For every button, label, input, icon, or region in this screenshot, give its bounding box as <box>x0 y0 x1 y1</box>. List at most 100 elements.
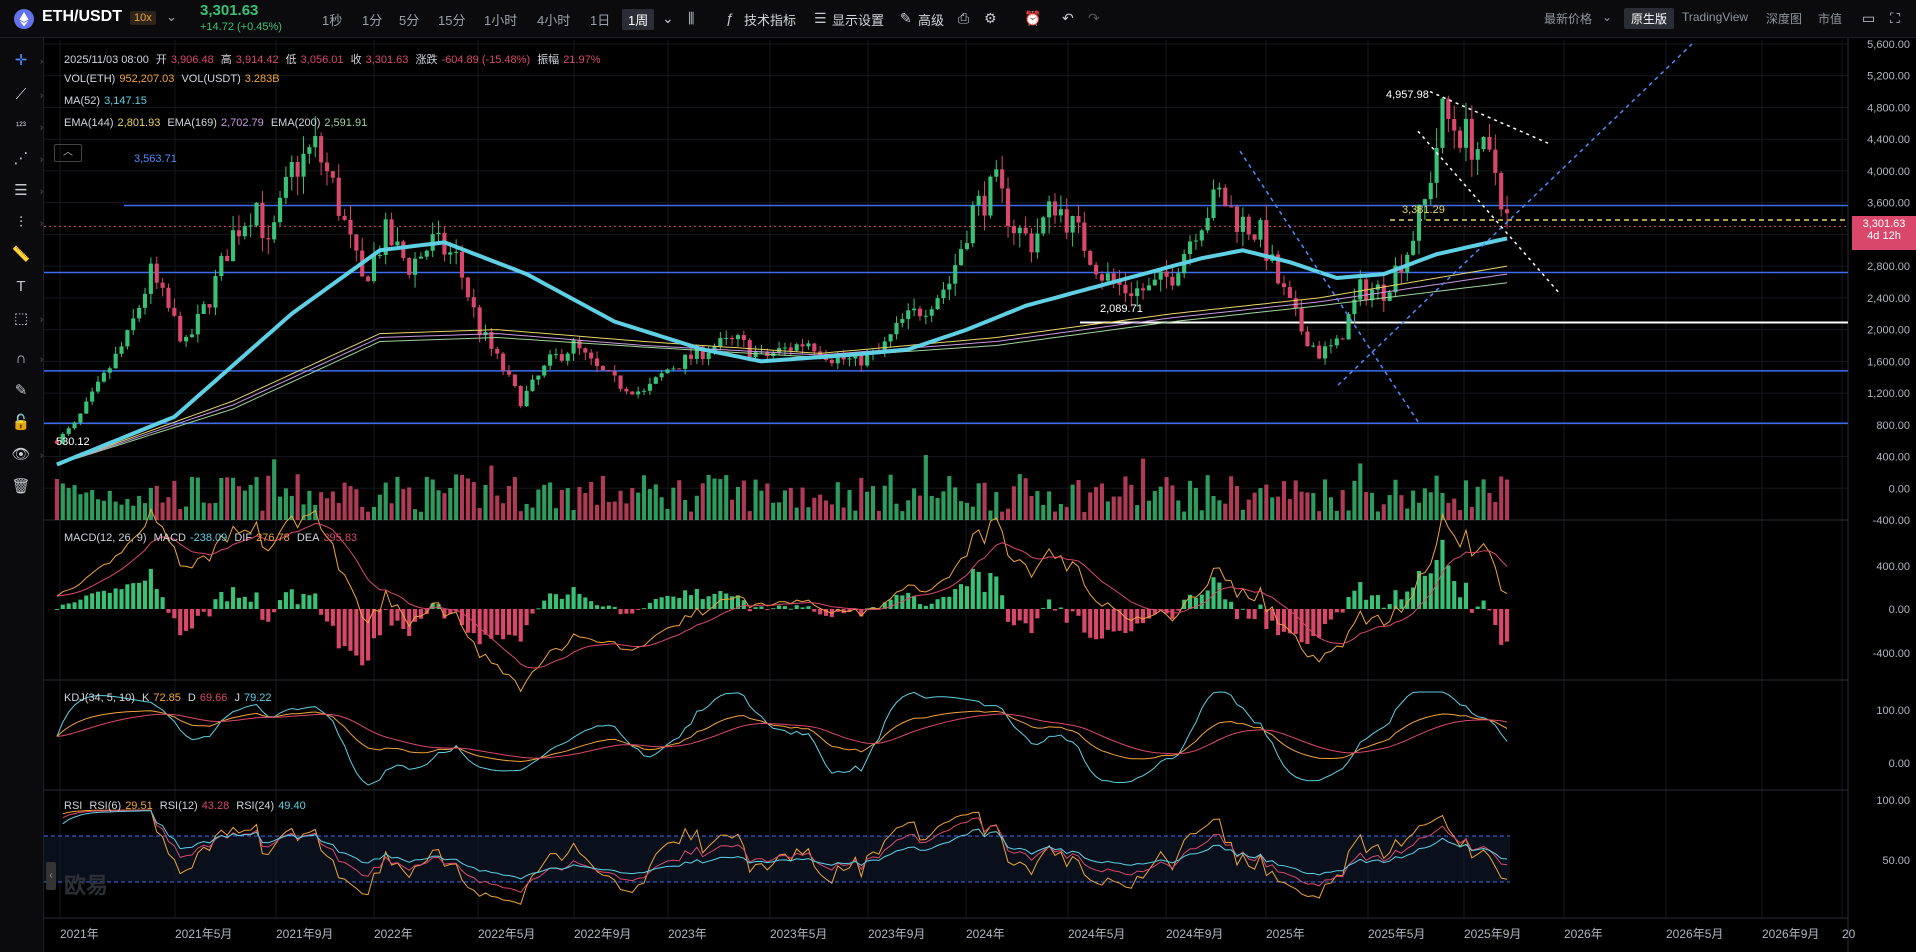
candle-body <box>1475 149 1480 160</box>
view-marketcap-tab[interactable]: 市值 <box>1818 12 1843 26</box>
candle-body <box>512 374 517 386</box>
macd-histogram-bar <box>1058 607 1063 609</box>
ruler-icon[interactable]: 📏 <box>11 246 31 263</box>
redo-icon[interactable]: ↷ <box>1088 10 1100 26</box>
candle-body <box>348 219 353 235</box>
screenshot-icon[interactable]: ⎙ <box>958 10 970 26</box>
candle-style-icon[interactable]: ⫼ <box>688 10 695 26</box>
fibonacci-icon[interactable]: ☰ › <box>14 182 43 199</box>
volume-bar <box>612 501 617 520</box>
candle-body <box>101 372 106 382</box>
macd-histogram-bar <box>1000 595 1005 609</box>
macd-legend[interactable]: MACD(12, 26, 9) MACD -238.09 DIF 276.78 DE… <box>64 532 361 544</box>
undo-icon[interactable]: ↶ <box>1062 10 1074 26</box>
visibility-eye-icon[interactable]: 👁 › <box>11 446 43 463</box>
lock-icon[interactable]: 🔓 <box>11 414 31 431</box>
interval-1w[interactable]: 1周 <box>622 9 655 30</box>
volume-legend[interactable]: VOL(ETH) 952,207.03 VOL(USDT) 3.283B <box>64 73 284 85</box>
interval-1d[interactable]: 1日 <box>590 13 611 28</box>
interval-1s[interactable]: 1秒 <box>322 13 343 28</box>
candle-body <box>524 390 529 407</box>
candle-body <box>1258 220 1263 240</box>
crosshair-icon[interactable]: ✛ › <box>14 52 43 69</box>
delete-trash-icon[interactable]: 🗑 <box>11 478 31 495</box>
macd-histogram-bar <box>1458 597 1463 609</box>
macd-label: MACD(12, 26, 9) <box>64 532 147 544</box>
advanced-button[interactable]: 高级 <box>918 13 945 28</box>
price-type-select[interactable]: 最新价格 <box>1544 12 1593 26</box>
ohlc-legend: 2025/11/03 08:00 开 3,906.48 高 3,914.42 低 3,… <box>64 51 605 67</box>
kdj-d-line <box>56 713 1508 759</box>
volume-bar <box>876 510 881 520</box>
macd-histogram-bar <box>266 609 271 622</box>
view-tradingview-tab[interactable]: TradingView <box>1682 10 1749 24</box>
volume-bar <box>542 484 547 520</box>
volume-bar <box>941 491 946 520</box>
symbol-name[interactable]: ETH/USDT <box>42 8 122 25</box>
shapes-icon[interactable]: ⬚ › <box>13 310 43 327</box>
volume-bar <box>794 507 799 520</box>
indicators-button[interactable]: 技术指标 <box>744 13 797 28</box>
gann-icon[interactable]: ⫶ › <box>19 214 43 231</box>
candle-body <box>730 337 735 340</box>
price-type-chevron-icon[interactable]: ⌄ <box>1602 10 1613 24</box>
macd-histogram-bar <box>348 609 353 651</box>
settings-gear-icon[interactable]: ⚙ <box>984 10 997 26</box>
volume-bar <box>753 479 758 520</box>
ma-legend[interactable]: MA(52) 3,147.15 <box>64 95 151 107</box>
macd-histogram-bar <box>1099 609 1105 639</box>
macd-histogram-bar <box>1252 609 1257 620</box>
candle-body <box>459 251 465 278</box>
macd-histogram-bar <box>1463 582 1469 609</box>
measure-123-icon[interactable]: ¹²³ › <box>16 121 43 132</box>
candle-body <box>189 334 195 337</box>
volume-bar <box>1082 511 1087 520</box>
volume-bar <box>782 490 787 520</box>
collapse-sidebar-handle[interactable]: ‹ <box>46 862 56 890</box>
volume-bar <box>113 501 118 520</box>
ema-legend[interactable]: EMA(144) 2,801.93 EMA(169) 2,702.79 EMA(20… <box>64 117 371 129</box>
brush-icon[interactable]: ✎ <box>14 382 28 399</box>
rsi-legend[interactable]: RSI RSI(6) 29.51 RSI(12) 43.28 RSI(24) 49.4… <box>64 800 310 812</box>
volume-bar <box>1422 488 1427 520</box>
interval-5m[interactable]: 5分 <box>399 13 420 28</box>
interval-15m[interactable]: 15分 <box>438 13 466 28</box>
symbol-dropdown-chevron-icon[interactable]: ⌄ <box>166 9 177 24</box>
volume-bar <box>501 503 506 520</box>
magnet-icon[interactable]: ∩ › <box>15 350 43 367</box>
volume-bar <box>1158 486 1163 520</box>
macd-histogram-bar <box>888 599 893 609</box>
candle-body <box>812 343 817 352</box>
alert-icon[interactable]: ⏰ <box>1024 10 1042 26</box>
candle-body <box>277 197 283 223</box>
kdj-legend[interactable]: KDJ(34, 5, 10) K 72.85 D 69.66 J 79.22 <box>64 692 276 704</box>
text-icon[interactable]: T <box>16 278 26 295</box>
display-settings-button[interactable]: 显示设置 <box>832 13 885 28</box>
interval-dropdown-chevron-icon[interactable]: ⌄ <box>662 10 674 26</box>
trendline-icon[interactable]: ⟋ › <box>15 86 43 103</box>
layout-icon[interactable]: ▭ <box>1862 10 1876 26</box>
time-tick-label: 2021年5月 <box>175 927 232 941</box>
collapse-legend-button[interactable]: ︿ <box>54 144 82 162</box>
view-native-tab[interactable]: 原生版 <box>1624 8 1675 29</box>
interval-1h[interactable]: 1小时 <box>484 13 518 28</box>
volume-bar <box>489 465 494 520</box>
macd-histogram-bar <box>1211 577 1216 609</box>
volume-bar <box>518 511 523 520</box>
interval-4h[interactable]: 4小时 <box>537 13 571 28</box>
interval-1m[interactable]: 1分 <box>362 13 383 28</box>
macd-histogram-bar <box>1346 596 1351 609</box>
macd-histogram-bar <box>401 609 406 629</box>
fullscreen-icon[interactable]: ⛶ <box>1890 10 1900 26</box>
macd-histogram-bar <box>1152 609 1157 615</box>
candle-body <box>706 352 711 360</box>
macd-histogram-bar <box>542 600 547 609</box>
price-tick-label: 2,000.00 <box>1867 325 1910 337</box>
volume-bar <box>413 509 418 520</box>
view-depth-tab[interactable]: 深度图 <box>1766 12 1803 26</box>
macd-histogram-bar <box>60 604 65 609</box>
pattern-icon[interactable]: ⋰ › <box>13 150 44 167</box>
candle-body <box>1047 201 1052 218</box>
candle-body <box>1023 227 1028 234</box>
